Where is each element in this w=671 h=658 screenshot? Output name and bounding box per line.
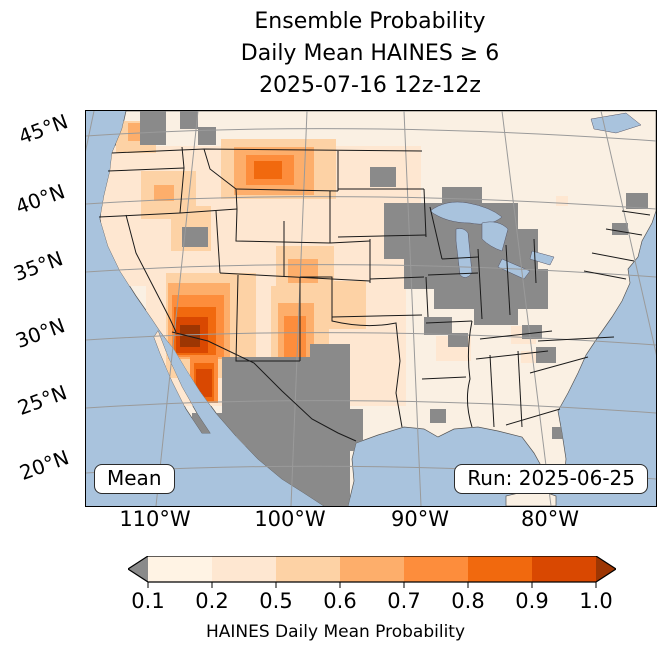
run-annotation-box: Run: 2025-06-25 [454,464,648,494]
cb-tick-0.6: 0.6 [323,589,357,613]
lat-label-30n: 30°N [12,313,69,353]
colorbar-segments [128,556,616,582]
figure-title: Ensemble Probability Daily Mean HAINES ≥… [70,6,670,102]
lat-label-20n: 20°N [16,445,73,485]
colorbar-over-arrow [596,556,616,582]
lake-huron [481,221,509,252]
mexico-border [171,331,357,442]
colorbar-seg-4 [340,556,404,582]
lon-label-100w: 100°W [254,507,326,531]
run-label: Run: 2025-06-25 [467,466,635,490]
lat-label-35n: 35°N [10,246,67,286]
colorbar-seg-1 [148,556,212,582]
cb-tick-0.5: 0.5 [259,589,293,613]
lon-label-80w: 80°W [521,507,579,531]
colorbar-caption: HAINES Daily Mean Probability [205,622,466,642]
gulf-of-st-lawrence [590,112,642,134]
colorbar-seg-5 [404,556,468,582]
lon-label-90w: 90°W [391,507,449,531]
cb-tick-0.9: 0.9 [515,589,549,613]
cb-tick-0.2: 0.2 [195,589,229,613]
cb-tick-0.7: 0.7 [387,589,421,613]
colorbar-seg-3 [276,556,340,582]
lat-label-40n: 40°N [12,179,69,219]
mean-label: Mean [107,466,162,490]
colorbar-under-arrow [128,556,148,582]
colorbar-seg-2 [212,556,276,582]
lat-label-25n: 25°N [14,380,71,420]
colorbar-seg-7 [532,556,596,582]
state-borders [98,146,651,442]
lake-ontario [529,250,555,266]
title-line-1: Ensemble Probability [254,9,486,34]
cb-tick-0.8: 0.8 [451,589,485,613]
colorbar [128,556,616,588]
colorbar-tickmarks [147,582,597,588]
us-probability-map [86,111,656,506]
cb-tick-1.0: 1.0 [579,589,613,613]
lon-label-110w: 110°W [119,507,191,531]
map-axes: Mean Run: 2025-06-25 [85,110,657,507]
cb-tick-0.1: 0.1 [131,589,165,613]
lat-label-45n: 45°N [15,109,72,149]
colorbar-seg-6 [468,556,532,582]
title-line-2: Daily Mean HAINES ≥ 6 [240,41,500,66]
mean-annotation-box: Mean [94,464,175,494]
title-line-3: 2025-07-16 12z-12z [259,73,481,98]
lake-superior [429,201,503,225]
